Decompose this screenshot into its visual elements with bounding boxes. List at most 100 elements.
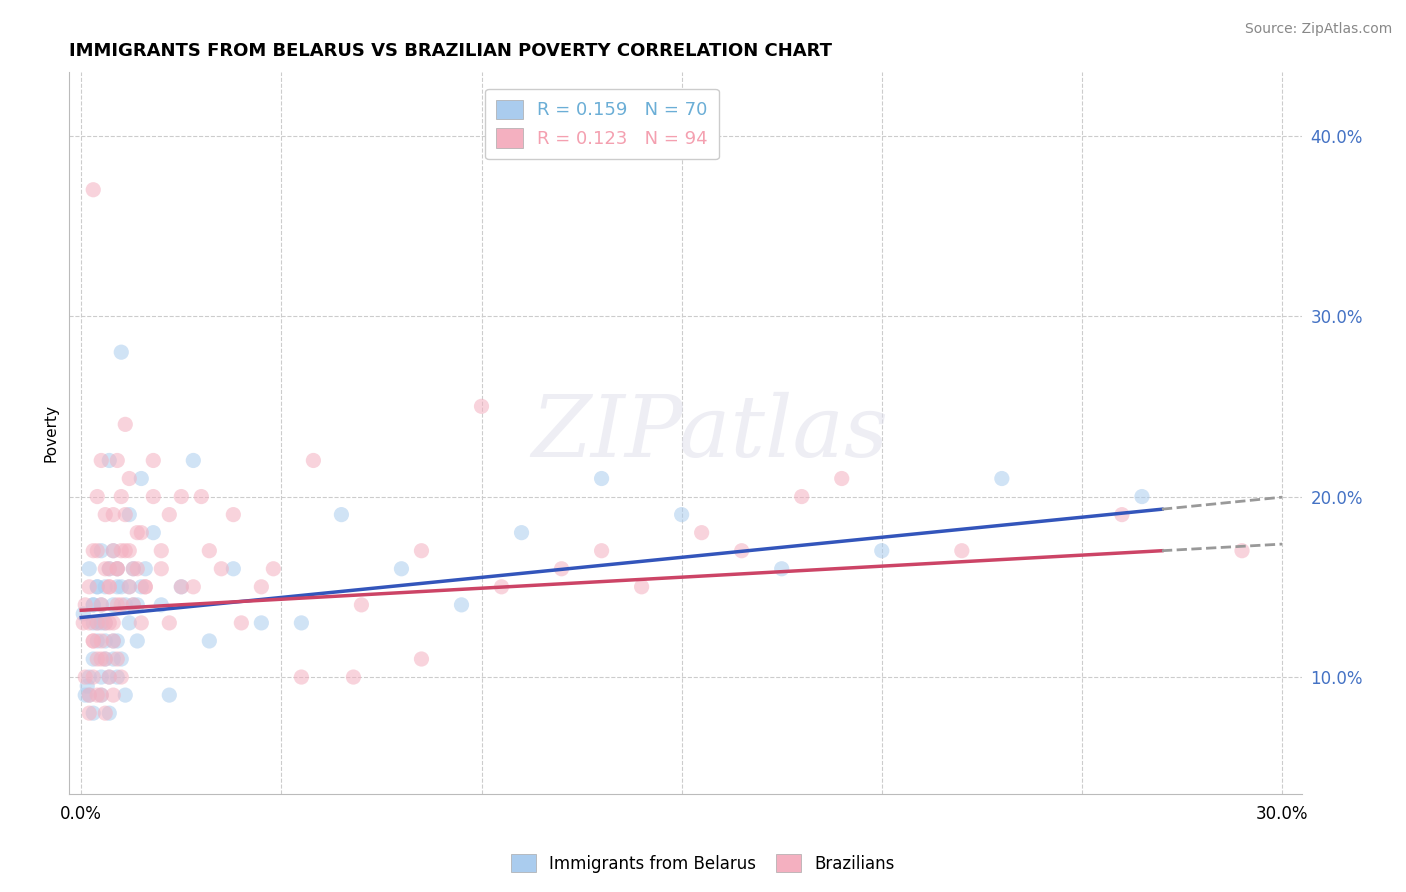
Point (110, 670, 132, 684)
Point (157, 688, 180, 702)
Point (90, 652, 112, 666)
Point (82, 598, 104, 612)
Point (129, 580, 152, 594)
Point (105, 562, 128, 576)
Point (170, 580, 193, 594)
Point (142, 525, 165, 540)
Point (94, 508, 117, 522)
Point (127, 598, 149, 612)
Text: IMMIGRANTS FROM BELARUS VS BRAZILIAN POVERTY CORRELATION CHART: IMMIGRANTS FROM BELARUS VS BRAZILIAN POV… (69, 42, 832, 60)
Point (105, 598, 128, 612)
Point (94, 652, 117, 666)
Point (77, 688, 100, 702)
Point (491, 580, 513, 594)
Point (82, 634, 104, 648)
Point (90, 634, 112, 648)
Point (129, 471, 152, 485)
Point (1111, 508, 1133, 522)
Point (94, 615, 117, 630)
Point (231, 615, 253, 630)
Point (86, 615, 108, 630)
Point (105, 670, 128, 684)
Point (250, 580, 273, 594)
Point (114, 508, 136, 522)
Point (250, 615, 273, 630)
Point (86, 615, 108, 630)
Point (150, 598, 173, 612)
Point (127, 562, 149, 576)
Point (76, 679, 98, 693)
Point (90, 688, 112, 702)
Point (77, 670, 100, 684)
Point (98, 453, 121, 467)
Point (391, 562, 413, 576)
Point (118, 615, 141, 630)
Point (129, 525, 152, 540)
Point (470, 400, 492, 414)
Point (118, 508, 141, 522)
Point (94, 652, 117, 666)
Point (105, 453, 128, 467)
Point (134, 562, 156, 576)
Point (103, 508, 125, 522)
Point (118, 580, 141, 594)
Point (90, 453, 112, 467)
Point (690, 525, 713, 540)
Point (190, 490, 212, 504)
Point (411, 543, 433, 558)
Point (94, 580, 117, 594)
Point (77, 688, 100, 702)
Point (110, 652, 132, 666)
Point (82, 598, 104, 612)
Point (105, 562, 128, 576)
Point (82, 543, 104, 558)
Point (77, 580, 100, 594)
Point (82, 670, 104, 684)
Point (122, 598, 145, 612)
Point (103, 543, 125, 558)
Point (127, 634, 149, 648)
Point (770, 562, 793, 576)
Point (86, 543, 108, 558)
Point (110, 543, 132, 558)
Point (181, 580, 204, 594)
Point (831, 471, 853, 485)
Point (98, 706, 121, 720)
Point (118, 580, 141, 594)
Point (82, 634, 104, 648)
Point (90, 598, 112, 612)
Point (129, 615, 152, 630)
Point (450, 598, 472, 612)
Point (82, 183, 104, 197)
Point (290, 615, 312, 630)
Point (103, 543, 125, 558)
Point (122, 562, 145, 576)
Point (122, 598, 145, 612)
Point (90, 670, 112, 684)
Point (98, 562, 121, 576)
Point (198, 634, 221, 648)
Point (122, 562, 145, 576)
Point (72, 607, 94, 621)
Point (630, 580, 652, 594)
Point (411, 652, 433, 666)
Point (94, 706, 117, 720)
Point (870, 543, 893, 558)
Point (118, 471, 141, 485)
Point (114, 688, 136, 702)
Point (77, 615, 100, 630)
Point (103, 598, 125, 612)
Point (114, 417, 136, 432)
Point (142, 490, 165, 504)
Legend: R = 0.159   N = 70, R = 0.123   N = 94: R = 0.159 N = 70, R = 0.123 N = 94 (485, 88, 718, 159)
Point (86, 580, 108, 594)
Point (82, 652, 104, 666)
Point (302, 453, 325, 467)
Point (222, 562, 245, 576)
Point (82, 615, 104, 630)
Point (150, 543, 173, 558)
Point (142, 453, 165, 467)
Point (1230, 543, 1253, 558)
Point (75, 688, 97, 702)
Point (98, 615, 121, 630)
